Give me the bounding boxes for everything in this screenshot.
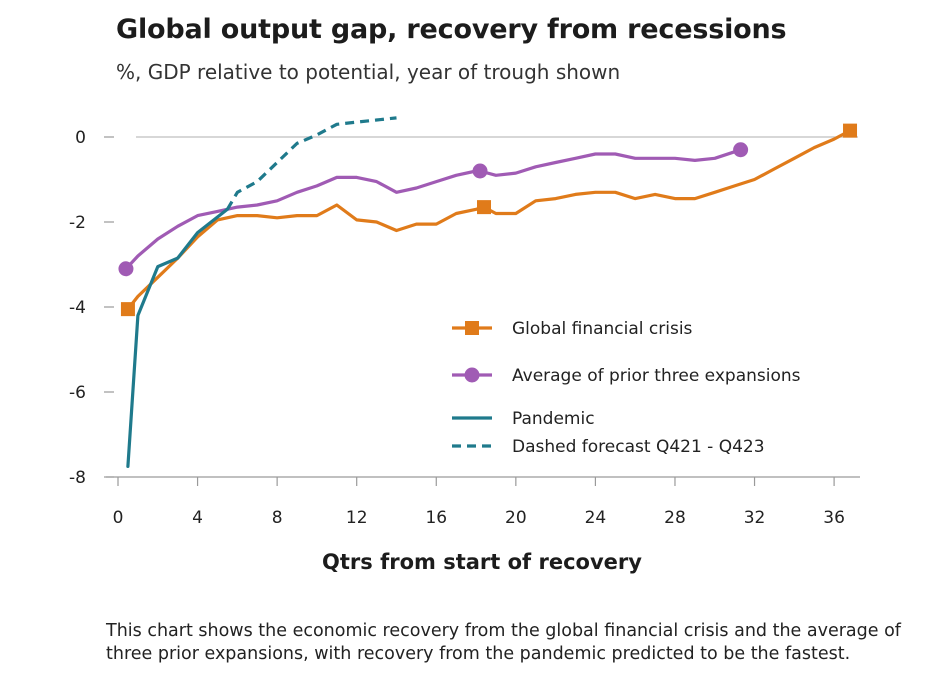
legend-label: Average of prior three expansions xyxy=(512,366,801,386)
data-point-square xyxy=(120,302,135,317)
data-point-circle xyxy=(472,163,488,179)
data-point-circle xyxy=(733,142,749,158)
chart-title: Global output gap, recovery from recessi… xyxy=(116,14,787,45)
series-layer xyxy=(118,116,858,468)
x-tick-label: 20 xyxy=(505,508,527,528)
data-point-circle xyxy=(118,261,134,277)
legend-item-dashed-forecast-q421-q423: Dashed forecast Q421 - Q423 xyxy=(452,437,765,457)
series-global-financial-crisis xyxy=(120,123,858,317)
legend-item-pandemic: Pandemic xyxy=(452,409,595,429)
y-tick-label: 0 xyxy=(75,128,86,148)
legend-item-average-of-prior-three-expansions: Average of prior three expansions xyxy=(452,366,801,386)
legend-marker-square xyxy=(465,321,479,335)
x-tick-label: 24 xyxy=(585,508,607,528)
x-tick-label: 36 xyxy=(823,508,845,528)
x-tick-label: 16 xyxy=(425,508,447,528)
series-line-dashed-forecast-q421-q423 xyxy=(226,116,397,211)
x-axis-label: Qtrs from start of recovery xyxy=(322,550,642,574)
legend-marker-circle xyxy=(464,367,480,383)
data-point-square xyxy=(843,123,858,138)
y-tick-label: -6 xyxy=(69,383,86,403)
series-dashed-forecast-q421-q423 xyxy=(226,116,397,211)
legend-label: Global financial crisis xyxy=(512,319,693,339)
axis-layer: 0 -2 -4 -6 -8 0 4 8 12 16 20 24 28 32 36 xyxy=(69,128,860,528)
series-line-global-financial-crisis xyxy=(126,129,852,311)
chart-caption: This chart shows the economic recovery f… xyxy=(106,621,901,664)
legend-item-global-financial-crisis: Global financial crisis xyxy=(452,319,693,339)
series-average-of-prior-three-expansions xyxy=(118,142,749,277)
x-tick-label: 12 xyxy=(346,508,368,528)
x-tick-label: 32 xyxy=(744,508,766,528)
y-tick-label: -4 xyxy=(69,298,86,318)
series-pandemic xyxy=(126,207,229,468)
chart-subtitle: %, GDP relative to potential, year of tr… xyxy=(116,60,621,84)
x-tick-label: 4 xyxy=(192,508,203,528)
x-tick-label: 0 xyxy=(113,508,124,528)
legend-label: Pandemic xyxy=(512,409,595,429)
series-line-average-of-prior-three-expansions xyxy=(124,148,743,271)
series-line-pandemic xyxy=(126,207,229,468)
y-tick-label: -2 xyxy=(69,213,86,233)
x-tick-label: 28 xyxy=(664,508,686,528)
y-tick-label: -8 xyxy=(69,468,86,488)
legend: Global financial crisis Average of prior … xyxy=(452,319,801,457)
data-point-square xyxy=(477,200,492,215)
x-tick-label: 8 xyxy=(272,508,283,528)
legend-label: Dashed forecast Q421 - Q423 xyxy=(512,437,765,457)
